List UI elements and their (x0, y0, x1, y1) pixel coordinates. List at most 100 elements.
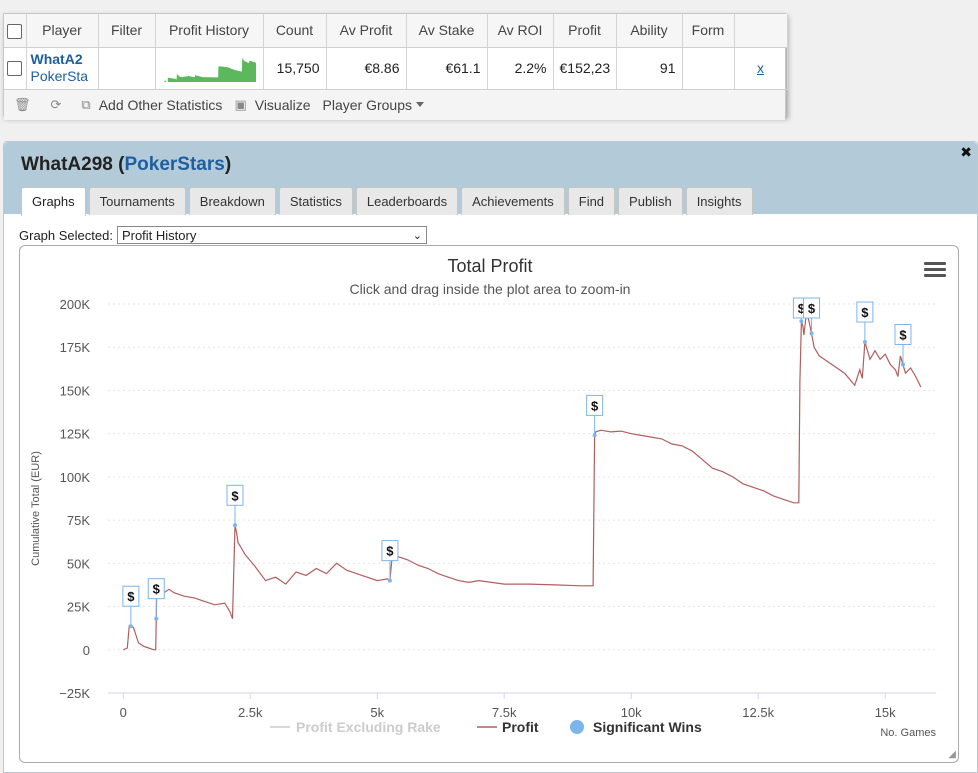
visualize-button[interactable]: ▣ Visualize (234, 97, 310, 113)
column-header-ability[interactable]: Ability (616, 14, 683, 48)
significant-win-point (387, 578, 392, 583)
tab-achievements[interactable]: Achievements (461, 187, 565, 215)
significant-win-flag-label: $ (808, 301, 816, 316)
significant-win-point (128, 624, 133, 629)
significant-win-flag (803, 297, 821, 319)
detail-player-name: WhatA298 (21, 154, 113, 175)
refresh-button[interactable]: ⟳ (51, 97, 70, 113)
filter-cell[interactable] (98, 47, 156, 90)
legend-profit: Profit (502, 719, 539, 735)
tab-tournaments[interactable]: Tournaments (88, 187, 186, 215)
column-header-profit-history[interactable]: Profit History (155, 14, 264, 48)
y-tick-label: 75K (67, 513, 90, 528)
player-detail-panel: WhatA298 (PokerStars) ✖ Graphs Tournament… (3, 141, 978, 773)
refresh-icon: ⟳ (50, 96, 62, 112)
column-header-count[interactable]: Count (263, 14, 327, 48)
resize-grip-icon[interactable]: ◢ (948, 749, 956, 760)
column-header-remove (734, 14, 788, 48)
x-tick-label: 0 (120, 705, 127, 720)
profit-series-line (122, 312, 922, 651)
tab-breakdown[interactable]: Breakdown (188, 187, 276, 215)
y-tick-label: 25K (67, 600, 90, 615)
profit-chart-svg[interactable]: Total Profit Click and drag inside the pl… (20, 246, 959, 763)
site-paren-close: ) (224, 154, 232, 175)
player-name-link[interactable]: WhatA2 (30, 51, 83, 67)
profit-chart[interactable]: Total Profit Click and drag inside the pl… (19, 245, 959, 763)
x-tick-label: 2.5k (238, 705, 263, 720)
tab-insights[interactable]: Insights (685, 187, 753, 215)
tab-leaderboards[interactable]: Leaderboards (355, 187, 459, 215)
chart-menu-button[interactable] (924, 262, 946, 280)
graph-selector-row: Graph Selected: Profit History ⌄ (19, 226, 427, 244)
column-header-av-stake[interactable]: Av Stake (406, 14, 488, 48)
player-site-link[interactable]: PokerSta (30, 68, 89, 84)
row-checkbox[interactable] (7, 61, 23, 77)
legend-significant-wins-swatch (570, 720, 584, 734)
y-tick-label: 0 (83, 643, 90, 658)
column-header-av-roi[interactable]: Av ROI (487, 14, 554, 48)
legend-significant-wins: Significant Wins (593, 719, 702, 735)
add-columns-icon: ⧉ (81, 96, 91, 112)
graph-select-dropdown[interactable]: Profit History ⌄ (116, 226, 427, 244)
select-all-checkbox-cell[interactable] (4, 14, 27, 48)
y-tick-label: 100K (60, 470, 91, 485)
significant-win-flag-label: $ (127, 589, 135, 604)
tab-graphs[interactable]: Graphs (21, 187, 86, 216)
image-icon: ▣ (234, 96, 247, 112)
remove-cell: x (734, 47, 788, 90)
tab-statistics[interactable]: Statistics (278, 187, 353, 215)
significant-win-point (232, 523, 237, 528)
tab-find[interactable]: Find (567, 187, 616, 215)
row-checkbox-cell[interactable] (4, 47, 27, 90)
detail-site-link[interactable]: PokerStars (124, 154, 225, 175)
y-tick-label: 175K (60, 340, 91, 355)
add-other-statistics-button[interactable]: ⧉ Add Other Statistics (81, 97, 222, 113)
significant-win-flag (122, 585, 140, 607)
significant-win-point (154, 616, 159, 621)
tab-publish[interactable]: Publish (618, 187, 683, 215)
player-groups-label: Player Groups (322, 96, 412, 113)
y-axis-title: Cumulative Total (EUR) (30, 451, 42, 566)
chart-subtitle: Click and drag inside the plot area to z… (350, 281, 631, 297)
count-cell: 15,750 (263, 47, 327, 90)
y-tick-label: 125K (60, 427, 91, 442)
player-toolbar: 🗑 ⟳ ⧉ Add Other Statistics ▣ Visualize P… (4, 89, 785, 120)
profit-history-sparkline[interactable] (156, 48, 264, 86)
chart-title: Total Profit (447, 256, 532, 276)
ability-cell: 91 (616, 47, 683, 90)
profit-cell: €152,23 (553, 47, 617, 90)
significant-win-point (809, 331, 814, 336)
profit-history-sparkline-cell[interactable] (155, 47, 264, 90)
column-header-profit[interactable]: Profit (553, 14, 617, 48)
significant-win-flag (147, 578, 165, 600)
column-header-filter[interactable]: Filter (98, 14, 156, 48)
close-icon[interactable]: ✖ (960, 144, 972, 160)
chevron-down-icon: ⌄ (412, 229, 422, 242)
player-groups-dropdown[interactable]: Player Groups (323, 97, 424, 113)
column-header-player[interactable]: Player (26, 14, 99, 48)
remove-player-link[interactable]: x (757, 60, 764, 76)
column-header-av-profit[interactable]: Av Profit (326, 14, 407, 48)
x-tick-label: 12.5k (742, 705, 774, 720)
column-header-form[interactable]: Form (682, 14, 735, 48)
graph-select-value: Profit History (121, 227, 197, 243)
trash-icon: 🗑 (14, 96, 31, 112)
y-tick-label: 50K (67, 556, 90, 571)
av-roi-cell: 2.2% (487, 47, 554, 90)
x-axis-title: No. Games (880, 727, 936, 739)
significant-win-flag-label: $ (798, 301, 806, 316)
detail-title: WhatA298 (PokerStars) (21, 154, 231, 176)
detail-tabs: Graphs Tournaments Breakdown Statistics Lead… (21, 187, 756, 216)
sparkline-area (163, 57, 256, 82)
hamburger-icon (924, 262, 946, 265)
significant-win-flag (894, 324, 912, 346)
significant-win-flag-label: $ (231, 488, 239, 503)
select-all-checkbox[interactable] (7, 23, 23, 39)
significant-win-flag (226, 484, 244, 506)
y-tick-label: 150K (60, 383, 91, 398)
significant-win-point (799, 319, 804, 324)
graph-selected-label: Graph Selected: (19, 227, 113, 243)
y-tick-label: 200K (60, 297, 91, 312)
trash-button[interactable]: 🗑 (14, 97, 39, 113)
table-header-row: Player Filter Profit History Count Av Pr… (4, 14, 788, 48)
